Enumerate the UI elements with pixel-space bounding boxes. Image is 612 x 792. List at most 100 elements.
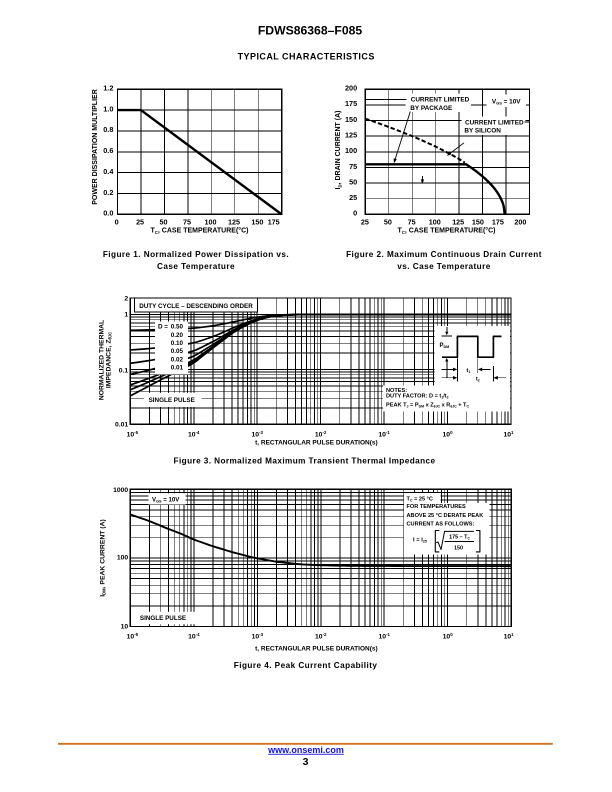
svg-text:175: 175 [345,99,357,108]
svg-text:1.0: 1.0 [103,104,113,113]
svg-text:t1​: t1​ [466,368,470,374]
svg-text:CURRENT LIMITED: CURRENT LIMITED [411,97,470,104]
svg-text:125: 125 [345,130,357,139]
svg-text:10-1​: 10-1​ [378,430,390,439]
svg-text:10-3​: 10-3​ [251,430,263,439]
svg-text:0.01: 0.01 [115,422,128,429]
svg-text:3: 3 [303,756,309,768]
svg-text:125: 125 [452,218,464,227]
svg-text:BY SILICON: BY SILICON [464,128,501,135]
svg-text:200: 200 [514,218,526,227]
svg-text:0.01: 0.01 [171,365,184,372]
svg-text:VGS​ = 10V: VGS​ = 10V [492,98,521,105]
svg-text:2: 2 [124,296,128,303]
svg-text:I = I25​: I = I25​ [413,537,427,543]
svg-text:200: 200 [345,84,357,93]
svg-text:125: 125 [228,218,240,227]
svg-text:DUTY CYCLE – DESCENDING ORDER: DUTY CYCLE – DESCENDING ORDER [139,303,253,310]
svg-text:ABOVE 25 °C DERATE PEAK: ABOVE 25 °C DERATE PEAK [407,513,484,519]
svg-text:Figure 2. Maximum Continuous D: Figure 2. Maximum Continuous Drain Curre… [346,250,542,259]
svg-text:100: 100 [345,146,357,155]
svg-text:25: 25 [349,193,357,202]
svg-text:100​: 100​ [443,430,454,439]
svg-text:CURRENT LIMITED: CURRENT LIMITED [465,120,524,127]
svg-text:D =: D = [158,324,168,331]
svg-text:175: 175 [268,218,280,227]
svg-text:Figure 4. Peak Current Capabil: Figure 4. Peak Current Capability [234,661,378,670]
svg-text:www.onsemi.com: www.onsemi.com [267,745,344,755]
svg-text:10-5​: 10-5​ [127,430,139,439]
svg-text:FOR TEMPERATURES: FOR TEMPERATURES [407,504,467,510]
svg-text:0.02: 0.02 [171,356,184,363]
svg-text:TC​, CASE TEMPERATURE(°C): TC​, CASE TEMPERATURE(°C) [151,227,249,235]
svg-text:101​: 101​ [504,632,515,641]
svg-text:50: 50 [349,177,357,186]
svg-text:CURRENT AS FOLLOWS:: CURRENT AS FOLLOWS: [407,521,475,527]
svg-text:10-4​: 10-4​ [188,430,200,439]
svg-text:100: 100 [117,554,129,561]
svg-text:t, RECTANGULAR PULSE DURATION(: t, RECTANGULAR PULSE DURATION(s) [255,646,378,653]
svg-text:DUTY FACTOR: D = t1​/t2​: DUTY FACTOR: D = t1​/t2​ [386,394,449,400]
svg-text:10-5​: 10-5​ [127,632,139,641]
svg-text:BY PACKAGE: BY PACKAGE [410,105,453,112]
svg-text:0.20: 0.20 [171,332,184,339]
svg-text:10-2​: 10-2​ [315,430,327,439]
svg-text:75: 75 [408,218,416,227]
svg-text:10-1​: 10-1​ [378,632,390,641]
svg-text:PDM​: PDM​ [440,343,450,349]
svg-text:25: 25 [361,218,369,227]
svg-text:ID​, DRAIN CURRENT (A): ID​, DRAIN CURRENT (A) [335,111,342,190]
svg-text:10-3​: 10-3​ [252,632,264,641]
svg-text:Case Temperature: Case Temperature [157,262,235,271]
svg-text:50: 50 [384,218,392,227]
svg-text:1: 1 [124,312,128,319]
svg-text:NOTES:: NOTES: [386,388,407,394]
svg-text:0.6: 0.6 [103,146,113,155]
svg-text:150: 150 [472,218,484,227]
svg-text:101​: 101​ [503,430,514,439]
svg-text:50: 50 [160,218,168,227]
svg-text:0.4: 0.4 [103,167,114,176]
svg-text:0.1: 0.1 [119,368,129,375]
svg-text:10-2​: 10-2​ [315,632,327,641]
svg-text:150: 150 [345,115,357,124]
svg-text:0.2: 0.2 [103,188,113,197]
svg-text:FDWS86368–F085: FDWS86368–F085 [258,23,363,37]
svg-text:TC​, CASE TEMPERATURE(°C): TC​, CASE TEMPERATURE(°C) [398,227,496,235]
svg-text:IMPEDANCE, ZθJC​: IMPEDANCE, ZθJC​ [106,332,113,388]
svg-text:t2​: t2​ [476,376,480,382]
svg-text:Figure 1. Normalized Power Dis: Figure 1. Normalized Power Dissipation v… [103,250,289,259]
svg-text:75: 75 [349,162,357,171]
svg-text:POWER DISSIPATION MULTIPLIER: POWER DISSIPATION MULTIPLIER [92,89,99,205]
svg-text:IDM​, PEAK CURRENT (A): IDM​, PEAK CURRENT (A) [100,519,107,597]
svg-text:SINGLE PULSE: SINGLE PULSE [140,615,186,622]
svg-text:0.10: 0.10 [171,340,184,347]
svg-text:1000: 1000 [113,487,128,494]
svg-text:0.50: 0.50 [171,324,184,331]
svg-text:175: 175 [492,218,504,227]
svg-text:0.0: 0.0 [103,209,113,218]
svg-text:1.2: 1.2 [103,84,113,93]
svg-text:150: 150 [251,218,263,227]
svg-text:PEAK TJ​ = PDM​ x ZθJC​ x RθJC: PEAK TJ​ = PDM​ x ZθJC​ x RθJC​ + TC​ [386,402,469,408]
svg-text:175 – TC​: 175 – TC​ [449,534,470,540]
svg-text:10: 10 [121,624,129,631]
svg-text:75: 75 [183,218,191,227]
svg-text:t, RECTANGULAR PULSE DURATION: t, RECTANGULAR PULSE DURATION(s) [255,440,378,447]
svg-text:150: 150 [454,546,463,552]
svg-text:0.05: 0.05 [171,348,184,355]
svg-text:0.8: 0.8 [103,125,113,134]
svg-text:TC​ = 25 °C: TC​ = 25 °C [407,496,433,502]
svg-text:SINGLE PULSE: SINGLE PULSE [149,397,195,404]
svg-text:100: 100 [204,218,216,227]
svg-text:100: 100 [429,218,441,227]
svg-text:25: 25 [136,218,144,227]
svg-text:10-4​: 10-4​ [188,632,200,641]
svg-text:VGS​ = 10V: VGS​ = 10V [152,496,180,503]
svg-text:100​: 100​ [443,632,454,641]
svg-text:0: 0 [115,218,119,227]
svg-text:vs. Case Temperature: vs. Case Temperature [397,262,491,271]
svg-text:Figure 3. Normalized Maximum T: Figure 3. Normalized Maximum Transient T… [174,457,436,466]
svg-text:NORMALIZED THERMAL: NORMALIZED THERMAL [99,320,106,400]
svg-text:TYPICAL CHARACTERISTICS: TYPICAL CHARACTERISTICS [238,51,375,61]
